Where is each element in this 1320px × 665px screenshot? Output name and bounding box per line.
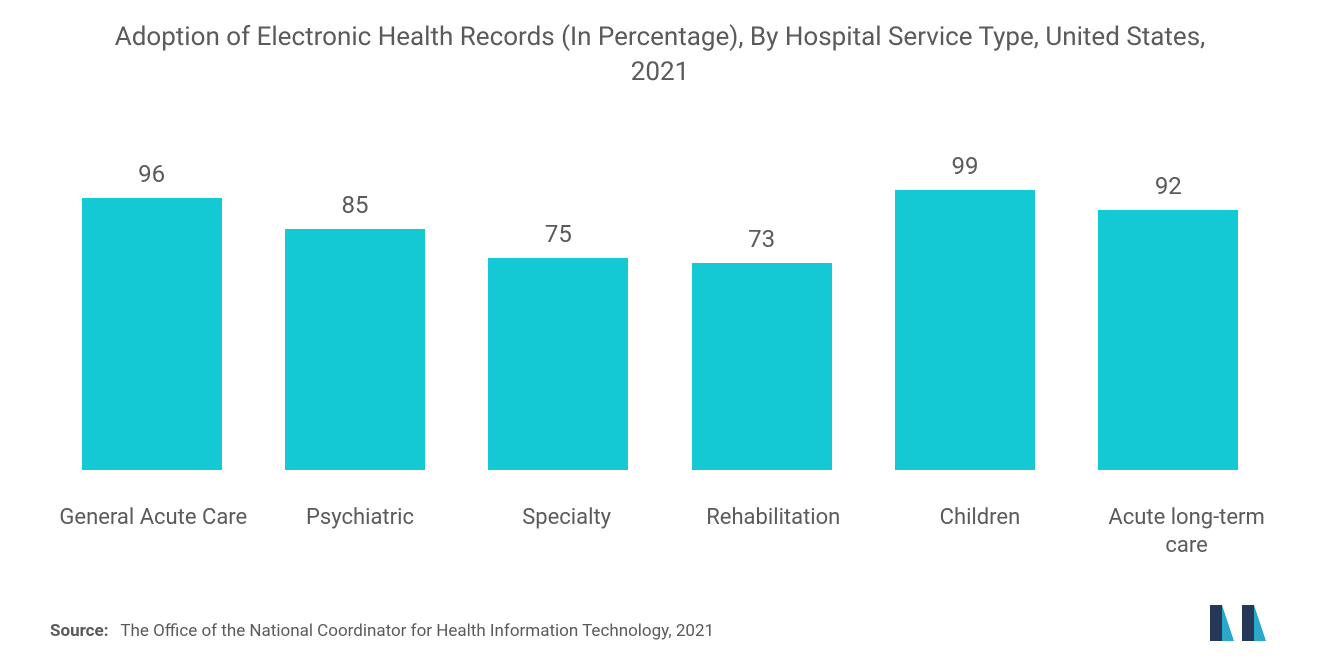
bar-value: 75 — [545, 220, 572, 248]
bar-label: Acute long-term care — [1084, 504, 1290, 559]
bar-label: Psychiatric — [257, 504, 463, 559]
bar — [82, 198, 222, 470]
bar — [1098, 210, 1238, 471]
bar-value: 99 — [951, 152, 978, 180]
logo-bar — [1242, 605, 1254, 641]
source-line: Source: The Office of the National Coord… — [50, 621, 714, 641]
bar-label: Rehabilitation — [670, 504, 876, 559]
chart-title: Adoption of Electronic Health Records (I… — [40, 20, 1280, 90]
bar-group: 85 — [254, 191, 457, 470]
bar-group: 73 — [660, 225, 863, 470]
bar-label: General Acute Care — [50, 504, 256, 559]
chart-container: Adoption of Electronic Health Records (I… — [0, 0, 1320, 665]
bar-value: 92 — [1155, 172, 1182, 200]
logo-bar — [1210, 605, 1222, 641]
chart-footer: Source: The Office of the National Coord… — [40, 599, 1280, 645]
bar — [895, 190, 1035, 471]
brand-logo-icon — [1208, 599, 1270, 641]
logo-accent — [1222, 605, 1234, 641]
bar-group: 92 — [1067, 172, 1270, 471]
bar-group: 96 — [50, 160, 253, 470]
labels-row: General Acute Care Psychiatric Specialty… — [50, 504, 1290, 559]
bar-group: 75 — [457, 220, 660, 471]
bar-value: 85 — [342, 191, 369, 219]
source-text: The Office of the National Coordinator f… — [120, 621, 714, 641]
bar — [692, 263, 832, 470]
chart-plot-area: 96 85 75 73 99 92 — [50, 130, 1270, 496]
bar-value: 96 — [138, 160, 165, 188]
bar-label: Specialty — [464, 504, 670, 559]
bars-row: 96 85 75 73 99 92 — [50, 130, 1270, 470]
bar — [488, 258, 628, 471]
logo-accent — [1254, 605, 1266, 641]
bar-label: Children — [877, 504, 1083, 559]
bar-group: 99 — [864, 152, 1067, 471]
bar-value: 73 — [748, 225, 775, 253]
bar — [285, 229, 425, 470]
source-label: Source: — [50, 621, 108, 641]
